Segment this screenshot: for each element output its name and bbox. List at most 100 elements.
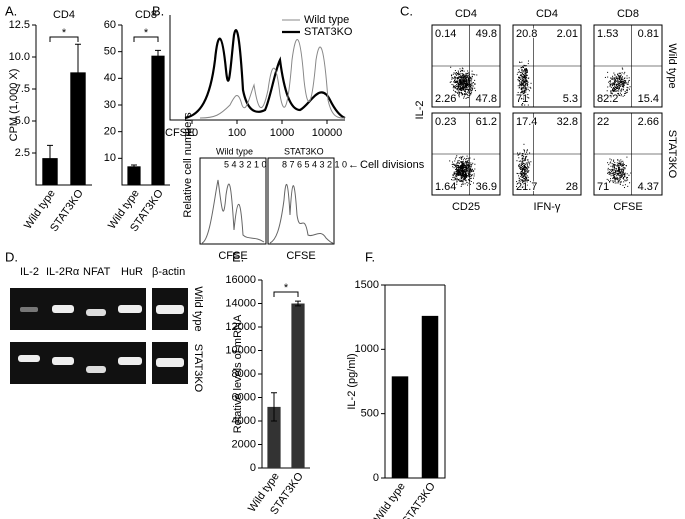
cell-dot [523, 92, 525, 94]
cell-dot [614, 177, 616, 179]
cell-dot [622, 163, 624, 165]
cell-dot [523, 86, 525, 88]
cell-dot [469, 84, 471, 86]
cell-dot [457, 82, 459, 84]
cell-dot [521, 80, 523, 82]
cell-dot [523, 184, 525, 186]
cell-dot [460, 77, 462, 79]
cell-dot [529, 152, 531, 154]
cell-dot [623, 164, 625, 166]
cell-dot [469, 173, 471, 175]
cell-dot [522, 84, 524, 86]
cell-dot [522, 173, 524, 175]
cell-dot [527, 171, 529, 173]
error-bar [75, 43, 81, 102]
cell-dot [521, 88, 523, 90]
cell-dot [525, 79, 527, 81]
cell-dot [620, 89, 622, 91]
cell-dot [465, 93, 467, 95]
cell-dot [524, 186, 526, 188]
cell-dot [463, 84, 465, 86]
cell-dot [617, 177, 619, 179]
cell-dot [525, 89, 527, 91]
quadrant-value: 22 [597, 116, 609, 128]
cell-dot [471, 174, 473, 176]
cell-dot [619, 172, 621, 174]
cell-dot [460, 172, 462, 174]
cell-dot [516, 172, 518, 174]
cell-dot [525, 157, 527, 159]
lane-label: HuR [121, 266, 143, 278]
cell-dot [619, 84, 621, 86]
cell-dot [622, 178, 624, 180]
cell-dot [460, 87, 462, 89]
cell-dot [526, 84, 528, 86]
cell-dot [463, 70, 465, 72]
cell-dot [617, 83, 619, 85]
cell-dot [468, 83, 470, 85]
cell-dot [467, 89, 469, 91]
cell-dot [456, 163, 458, 165]
cell-dot [458, 174, 460, 176]
cell-dot [620, 77, 622, 79]
cell-dot [463, 76, 465, 78]
bar [151, 55, 165, 185]
cell-dot [522, 80, 524, 82]
cell-dot [467, 88, 469, 90]
y-tick-label: 10 [104, 152, 116, 164]
cell-dot [465, 174, 467, 176]
cell-dot [519, 177, 521, 179]
cell-dot [613, 165, 615, 167]
cell-dot [528, 179, 530, 181]
cell-dot [460, 78, 462, 80]
cell-dot [452, 174, 454, 176]
subplot-title: STAT3KO [284, 146, 324, 156]
cell-dot [524, 177, 526, 179]
cell-dot [456, 86, 458, 88]
cell-dot [469, 80, 471, 82]
cell-dot [456, 80, 458, 82]
cell-dot [454, 177, 456, 179]
cell-dot [454, 76, 456, 78]
cell-dot [466, 155, 468, 157]
cell-dot [459, 178, 461, 180]
cell-dot [467, 164, 469, 166]
cell-dot [614, 77, 616, 79]
cell-dot [626, 75, 628, 77]
cell-dot [524, 69, 526, 71]
cell-dot [469, 95, 471, 97]
cell-dot [462, 161, 464, 163]
y-tick-label: 16000 [225, 274, 256, 286]
cell-dot [523, 95, 525, 97]
cell-dot [468, 182, 470, 184]
cell-dot [523, 149, 525, 151]
cell-dot [455, 173, 457, 175]
cell-dot [619, 169, 621, 171]
cell-dot [619, 167, 621, 169]
cell-dot [454, 79, 456, 81]
cell-dot [610, 165, 612, 167]
error-bar [131, 164, 137, 169]
cell-dot [618, 166, 620, 168]
cell-dot [467, 84, 469, 86]
cell-dot [458, 86, 460, 88]
bar [291, 303, 305, 468]
cell-dot [465, 76, 467, 78]
cell-dot [607, 76, 609, 78]
cell-dot [465, 175, 467, 177]
cell-dot [467, 165, 469, 167]
cell-dot [524, 185, 526, 187]
cell-dot [463, 171, 465, 173]
cell-dot [520, 78, 522, 80]
cell-dot [466, 73, 468, 75]
cell-dot [521, 172, 523, 174]
cell-dot [467, 160, 469, 162]
cell-dot [525, 185, 527, 187]
cell-dot [467, 83, 469, 85]
cell-dot [626, 173, 628, 175]
legend-label: STAT3KO [304, 26, 353, 38]
cell-dot [467, 76, 469, 78]
cell-dot [470, 169, 472, 171]
cell-dot [453, 164, 455, 166]
cell-dot [461, 84, 463, 86]
